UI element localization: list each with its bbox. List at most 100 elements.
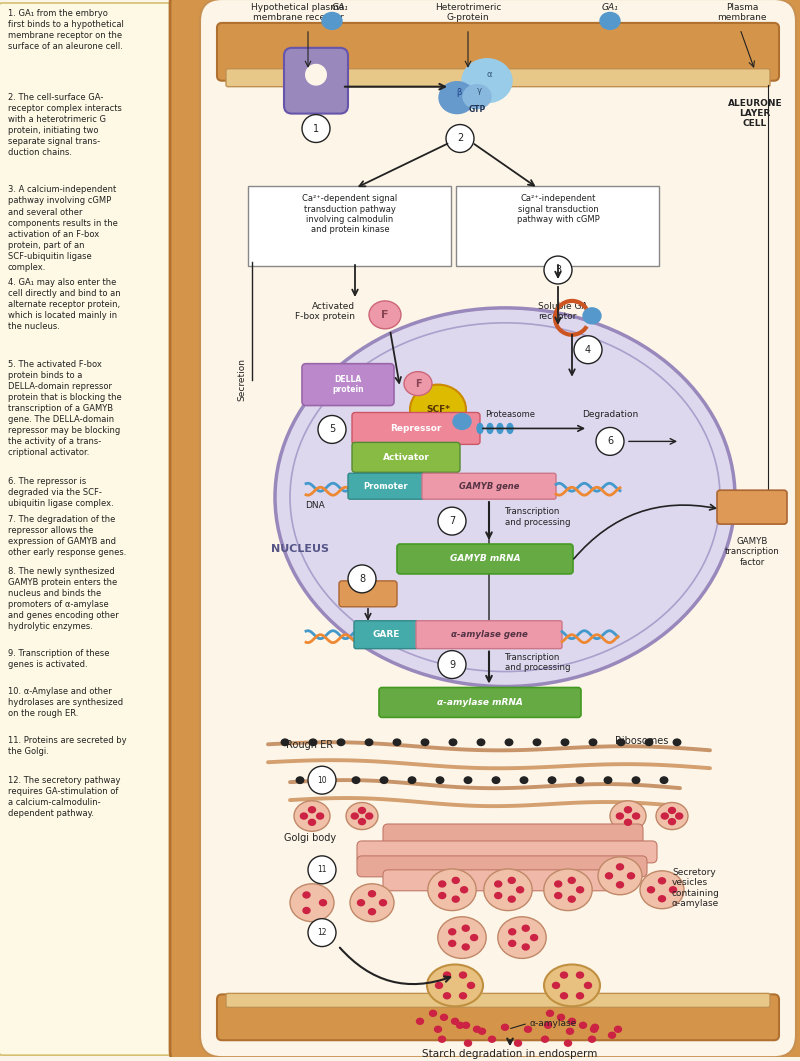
Text: GAMYB gene: GAMYB gene bbox=[459, 482, 519, 491]
Ellipse shape bbox=[417, 1019, 423, 1024]
Ellipse shape bbox=[508, 897, 515, 902]
Text: GTP: GTP bbox=[468, 105, 486, 114]
Ellipse shape bbox=[561, 993, 567, 998]
FancyBboxPatch shape bbox=[379, 688, 581, 717]
Ellipse shape bbox=[410, 384, 466, 434]
Ellipse shape bbox=[351, 813, 358, 819]
Ellipse shape bbox=[452, 877, 459, 884]
FancyBboxPatch shape bbox=[352, 413, 480, 445]
Ellipse shape bbox=[438, 881, 446, 887]
Text: 10: 10 bbox=[317, 776, 327, 785]
Text: 7. The degradation of the
repressor allows the
expression of GAMYB and
other ear: 7. The degradation of the repressor allo… bbox=[8, 516, 126, 557]
Text: 9: 9 bbox=[449, 660, 455, 669]
Text: α-amylase gene: α-amylase gene bbox=[450, 630, 527, 639]
Ellipse shape bbox=[449, 928, 456, 935]
Text: 3: 3 bbox=[555, 265, 561, 275]
Ellipse shape bbox=[290, 884, 334, 922]
Ellipse shape bbox=[438, 892, 446, 899]
Circle shape bbox=[596, 428, 624, 455]
Ellipse shape bbox=[530, 935, 538, 941]
Ellipse shape bbox=[669, 819, 675, 824]
Ellipse shape bbox=[517, 887, 524, 892]
Text: Repressor: Repressor bbox=[390, 424, 442, 433]
Text: 2: 2 bbox=[457, 134, 463, 143]
Ellipse shape bbox=[498, 917, 546, 958]
Ellipse shape bbox=[585, 982, 591, 989]
Ellipse shape bbox=[508, 877, 515, 884]
Ellipse shape bbox=[379, 900, 386, 906]
Ellipse shape bbox=[568, 877, 575, 884]
Ellipse shape bbox=[358, 819, 366, 824]
Ellipse shape bbox=[579, 1023, 586, 1028]
Ellipse shape bbox=[604, 777, 612, 783]
Ellipse shape bbox=[610, 801, 646, 831]
FancyBboxPatch shape bbox=[248, 187, 451, 266]
Ellipse shape bbox=[462, 925, 470, 932]
Text: γ: γ bbox=[477, 86, 482, 94]
Text: 5: 5 bbox=[329, 424, 335, 434]
Text: Rough ER: Rough ER bbox=[286, 741, 334, 750]
Ellipse shape bbox=[467, 982, 474, 989]
FancyBboxPatch shape bbox=[226, 69, 770, 87]
Ellipse shape bbox=[459, 972, 466, 978]
Text: Activated
F-box protein: Activated F-box protein bbox=[295, 302, 355, 321]
Ellipse shape bbox=[577, 972, 583, 978]
Text: GA₁: GA₁ bbox=[602, 3, 618, 12]
Text: 6. The repressor is
degraded via the SCF-
ubiquitin ligase complex.: 6. The repressor is degraded via the SCF… bbox=[8, 477, 114, 508]
Text: α-amylase mRNA: α-amylase mRNA bbox=[437, 698, 523, 707]
Ellipse shape bbox=[449, 940, 456, 946]
Text: 10. α-Amylase and other
hydrolases are synthesized
on the rough ER.: 10. α-Amylase and other hydrolases are s… bbox=[8, 686, 123, 717]
Ellipse shape bbox=[522, 944, 530, 950]
Ellipse shape bbox=[520, 777, 528, 783]
Ellipse shape bbox=[616, 813, 623, 819]
Text: Hypothetical plasma
membrane receptor: Hypothetical plasma membrane receptor bbox=[251, 3, 345, 22]
Ellipse shape bbox=[462, 1023, 470, 1028]
Text: 2. The cell-surface GA-
receptor complex interacts
with a heterotrimeric G
prote: 2. The cell-surface GA- receptor complex… bbox=[8, 92, 122, 157]
Ellipse shape bbox=[338, 740, 345, 746]
Ellipse shape bbox=[554, 892, 562, 899]
Ellipse shape bbox=[590, 1026, 598, 1032]
Text: 1: 1 bbox=[313, 123, 319, 134]
FancyBboxPatch shape bbox=[217, 994, 779, 1040]
FancyBboxPatch shape bbox=[416, 621, 562, 648]
Text: β: β bbox=[456, 88, 462, 97]
Ellipse shape bbox=[477, 423, 483, 434]
Text: 11: 11 bbox=[318, 866, 326, 874]
Text: 7: 7 bbox=[449, 516, 455, 526]
Ellipse shape bbox=[350, 884, 394, 922]
Text: Transcription
and processing: Transcription and processing bbox=[505, 653, 570, 673]
Text: DNA: DNA bbox=[305, 501, 325, 510]
Ellipse shape bbox=[427, 964, 483, 1006]
Text: GAMYB mRNA: GAMYB mRNA bbox=[450, 555, 520, 563]
Text: Secretion: Secretion bbox=[238, 359, 246, 401]
Text: 9. Transcription of these
genes is activated.: 9. Transcription of these genes is activ… bbox=[8, 648, 110, 668]
Ellipse shape bbox=[568, 897, 575, 902]
Ellipse shape bbox=[660, 777, 668, 783]
Ellipse shape bbox=[346, 802, 378, 830]
Ellipse shape bbox=[404, 371, 432, 396]
Ellipse shape bbox=[303, 892, 310, 898]
Ellipse shape bbox=[430, 1010, 437, 1016]
Ellipse shape bbox=[457, 1023, 463, 1028]
Ellipse shape bbox=[309, 819, 315, 825]
Text: 6: 6 bbox=[607, 436, 613, 447]
Ellipse shape bbox=[443, 972, 450, 978]
Ellipse shape bbox=[303, 907, 310, 914]
Ellipse shape bbox=[553, 982, 559, 989]
Text: α-amylase: α-amylase bbox=[530, 1019, 578, 1028]
Ellipse shape bbox=[494, 881, 502, 887]
Ellipse shape bbox=[309, 806, 315, 813]
FancyBboxPatch shape bbox=[170, 0, 800, 1061]
Circle shape bbox=[348, 564, 376, 593]
Ellipse shape bbox=[380, 777, 388, 783]
Ellipse shape bbox=[358, 900, 365, 906]
Circle shape bbox=[302, 115, 330, 142]
Ellipse shape bbox=[670, 887, 677, 892]
Text: Ribosomes: Ribosomes bbox=[615, 736, 669, 746]
Text: Heterotrimeric
G-protein: Heterotrimeric G-protein bbox=[435, 3, 501, 22]
Ellipse shape bbox=[489, 1037, 495, 1042]
Ellipse shape bbox=[545, 1023, 551, 1028]
Ellipse shape bbox=[509, 940, 516, 946]
Ellipse shape bbox=[583, 308, 601, 324]
Text: DELLA
protein: DELLA protein bbox=[332, 375, 364, 395]
